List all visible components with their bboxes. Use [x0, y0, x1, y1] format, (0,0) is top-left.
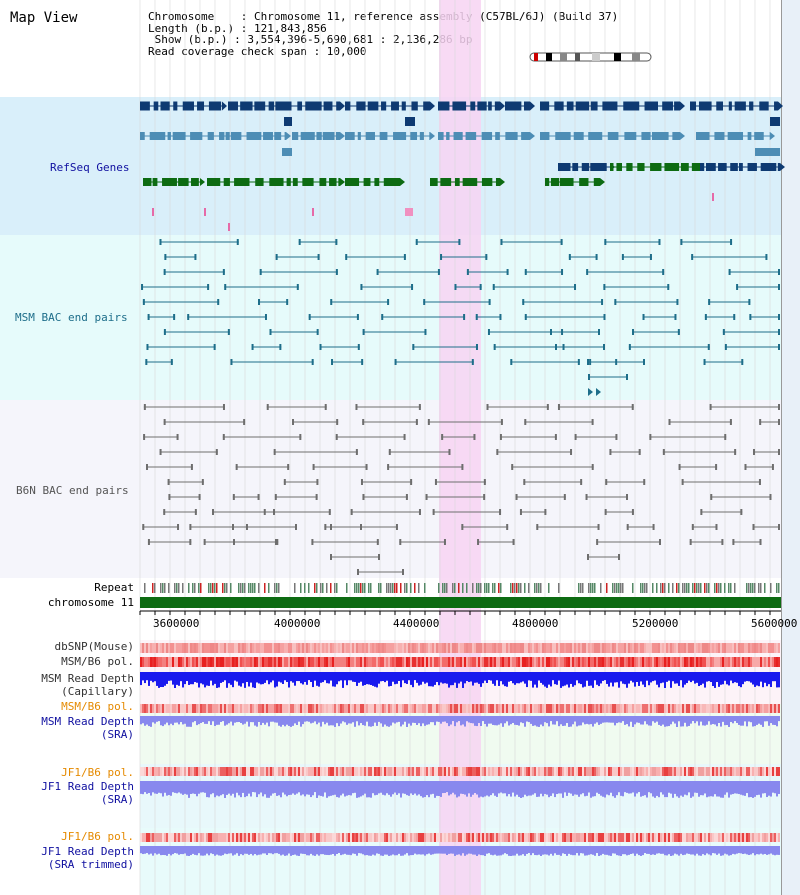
- label-msm-depth-cap: MSM Read Depth (Capillary): [41, 672, 134, 698]
- depth-tracks: [140, 672, 780, 856]
- label-jf1-pol-2: JF1/B6 pol.: [61, 830, 134, 843]
- label-repeat: Repeat: [94, 581, 134, 594]
- label-jf1-depth-line1: JF1 Read Depth: [41, 780, 134, 793]
- highlight-region: [439, 0, 481, 895]
- label-jf1-pol: JF1/B6 pol.: [61, 766, 134, 779]
- chromosome-ideogram[interactable]: [529, 52, 652, 62]
- b6n-bac-track-bg: [0, 400, 781, 578]
- label-refseq: RefSeq Genes: [50, 161, 130, 174]
- label-msm-b6-pol-2: MSM/B6 pol.: [61, 700, 134, 713]
- label-b6n-bac: B6N BAC end pairs: [16, 484, 129, 497]
- tick-label-5200000: 5200000: [632, 617, 679, 630]
- chromosome-bar: [140, 597, 781, 608]
- refseq-genes[interactable]: [140, 101, 785, 232]
- page-title: Map View: [10, 10, 78, 26]
- tick-label-4400000: 4400000: [393, 617, 440, 630]
- label-jf1-depth-trim: JF1 Read Depth (SRA trimmed): [41, 845, 134, 871]
- label-dbsnp: dbSNP(Mouse): [54, 640, 134, 653]
- right-border: [781, 0, 782, 895]
- header-length: Length (b.p.) : 121,843,856: [148, 21, 327, 35]
- label-jf1-depth: JF1 Read Depth (SRA): [41, 780, 134, 806]
- vertical-grid: [139, 0, 771, 895]
- tick-label-3600000: 3600000: [153, 617, 200, 630]
- label-jf1-depth-trim-line2: (SRA trimmed): [47, 858, 134, 871]
- label-msm-b6-pol: MSM/B6 pol.: [61, 655, 134, 668]
- label-chromosome: chromosome 11: [47, 596, 134, 609]
- label-msm-depth-cap-line2: (Capillary): [61, 685, 134, 698]
- label-jf1-depth-line2: (SRA): [100, 793, 134, 806]
- label-msm-depth-cap-line1: MSM Read Depth: [41, 672, 134, 685]
- label-msm-bac: MSM BAC end pairs: [15, 311, 128, 324]
- label-msm-depth-sra-line2: (SRA): [100, 728, 134, 741]
- repeat-track: [144, 583, 780, 593]
- header-info: Chromosome : Chromosome 11, reference as…: [148, 11, 618, 57]
- tick-label-5600000: 5600000: [751, 617, 798, 630]
- tick-label-4800000: 4800000: [512, 617, 559, 630]
- b6n-bac-pairs[interactable]: [142, 404, 780, 575]
- label-jf1-depth-trim-line1: JF1 Read Depth: [41, 845, 134, 858]
- tick-label-4000000: 4000000: [274, 617, 321, 630]
- label-msm-depth-sra-line1: MSM Read Depth: [41, 715, 134, 728]
- axis-ticks: [139, 611, 771, 615]
- label-msm-depth-sra: MSM Read Depth (SRA): [41, 715, 134, 741]
- right-margin: [781, 0, 800, 895]
- header-coverage-span: Read coverage check span : 10,000: [148, 44, 367, 58]
- msm-bac-pairs[interactable]: [141, 239, 780, 396]
- heatmap-tracks: [140, 643, 780, 842]
